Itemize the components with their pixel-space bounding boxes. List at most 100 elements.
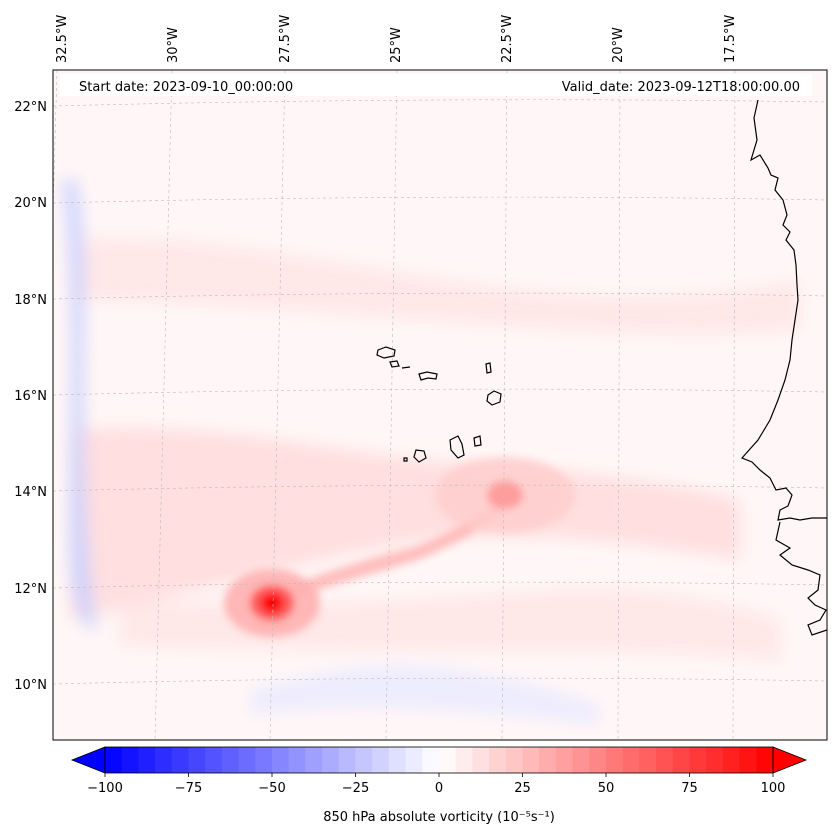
primary-vortex-core xyxy=(261,593,283,613)
coastlines xyxy=(376,99,827,636)
parallel-12n xyxy=(53,581,827,589)
colorbar-segment xyxy=(105,747,123,773)
colorbar-segment xyxy=(672,747,691,773)
parallel-10n xyxy=(53,677,827,685)
gridlines xyxy=(53,70,827,740)
vorticity-band-central xyxy=(70,427,740,620)
lat-label-22n: 22°N xyxy=(14,100,47,115)
colorbar-segment xyxy=(155,747,173,773)
colorbar-tick-label: 0 xyxy=(435,781,443,796)
lon-label-27-5w: 27.5°W xyxy=(278,15,293,63)
colorbar-segment xyxy=(505,747,524,773)
colorbar-segment xyxy=(656,747,674,773)
colorbar-segment xyxy=(689,747,707,773)
colorbar-segment xyxy=(606,747,624,773)
colorbar-segment xyxy=(439,747,457,773)
meridian-17-5w xyxy=(732,70,736,740)
cape-verde-santiago xyxy=(449,435,465,459)
latitude-labels: 22°N 20°N 18°N 16°N 14°N 12°N 10°N xyxy=(14,100,47,693)
parallel-22n xyxy=(53,99,827,107)
colorbar-min-extension xyxy=(70,746,106,774)
colorbar-tick-label: −50 xyxy=(258,781,285,796)
cape-verde-sao-nicolau xyxy=(401,366,438,381)
lon-label-25w: 25°W xyxy=(389,27,404,63)
colorbar-segments xyxy=(105,747,774,773)
colorbar-segment xyxy=(138,747,156,773)
colorbar-segment xyxy=(539,747,557,773)
colorbar-segment xyxy=(171,747,190,773)
colorbar-segment xyxy=(188,747,206,773)
vorticity-band-north xyxy=(70,238,800,335)
lat-label-20n: 20°N xyxy=(14,196,47,211)
cape-verde-boa-vista xyxy=(486,390,502,406)
colorbar-segment xyxy=(338,747,357,773)
info-box xyxy=(60,74,812,96)
colorbar-segment xyxy=(455,747,473,773)
colorbar-segment xyxy=(355,747,373,773)
lat-label-18n: 18°N xyxy=(14,293,47,308)
lon-label-17-5w: 17.5°W xyxy=(723,15,738,63)
lon-label-22-5w: 22.5°W xyxy=(500,15,515,63)
colorbar-segment xyxy=(305,747,323,773)
lon-label-20w: 20°W xyxy=(611,27,626,63)
colorbar-tick-label: 100 xyxy=(761,781,786,796)
colorbar-segment xyxy=(706,747,724,773)
longitude-labels: 32.5°W 30°W 27.5°W 25°W 22.5°W 20°W 17.5… xyxy=(55,15,738,63)
meridian-20w xyxy=(617,70,621,740)
colorbar-tick-label: −25 xyxy=(342,781,369,796)
colorbar-segment xyxy=(288,747,306,773)
colorbar-segment xyxy=(388,747,407,773)
colorbar-segment xyxy=(472,747,490,773)
colorbar-segment xyxy=(572,747,590,773)
meridian-25w xyxy=(385,70,398,740)
cape-verde-sal xyxy=(485,362,492,374)
senegal-guinea-coast xyxy=(775,521,827,636)
colorbar-segment xyxy=(722,747,741,773)
colorbar-tick-label: −100 xyxy=(87,781,123,796)
cape-verde-santo-antao xyxy=(376,346,396,359)
parallel-18n xyxy=(53,292,827,300)
colorbar-segment xyxy=(622,747,640,773)
lon-label-30w: 30°W xyxy=(166,27,181,63)
colorbar-segment xyxy=(639,747,657,773)
meridian-27-5w xyxy=(269,70,286,740)
lon-label-32-5w: 32.5°W xyxy=(55,15,70,63)
colorbar-segment xyxy=(756,747,774,773)
negative-streak-west xyxy=(62,180,96,630)
colorbar-tick-label: 75 xyxy=(681,781,698,796)
colorbar-segment xyxy=(221,747,240,773)
lat-label-10n: 10°N xyxy=(14,678,47,693)
colorbar-segment xyxy=(489,747,507,773)
colorbar-segment xyxy=(372,747,390,773)
colorbar-segment xyxy=(205,747,223,773)
meridian-22-5w xyxy=(501,70,508,740)
colorbar-label: 850 hPa absolute vorticity (10⁻⁵s⁻¹) xyxy=(323,810,555,825)
colorbar-max-extension xyxy=(772,746,808,774)
colorbar-segment xyxy=(739,747,757,773)
colorbar-segment xyxy=(405,747,423,773)
secondary-vortex-core xyxy=(487,481,523,509)
colorbar-segment xyxy=(121,747,139,773)
meridian-30w xyxy=(154,70,173,740)
start-date-label: Start date: 2023-09-10_00:00:00 xyxy=(79,80,293,95)
lat-label-16n: 16°N xyxy=(14,389,47,404)
colorbar-segment xyxy=(322,747,340,773)
valid-date-label: Valid_date: 2023-09-12T18:00:00.00 xyxy=(562,80,800,95)
parallel-16n xyxy=(53,388,827,396)
africa-coastline xyxy=(740,99,827,521)
vorticity-field xyxy=(62,180,800,725)
map-panel: Start date: 2023-09-10_00:00:00 Valid_da… xyxy=(53,70,827,740)
colorbar-segment xyxy=(238,747,256,773)
cape-verde-maio xyxy=(473,435,482,447)
cape-verde-sao-vicente xyxy=(389,360,400,368)
colorbar-segment xyxy=(422,747,440,773)
map-border xyxy=(52,69,828,741)
colorbar-ticks: −100 −75 −50 −25 0 25 50 75 100 xyxy=(87,773,785,796)
lat-label-14n: 14°N xyxy=(14,485,47,500)
colorbar-segment xyxy=(255,747,273,773)
colorbar-tick-label: −75 xyxy=(175,781,202,796)
parallel-20n xyxy=(53,196,827,204)
colorbar-tick-label: 25 xyxy=(514,781,531,796)
colorbar-segment xyxy=(555,747,574,773)
